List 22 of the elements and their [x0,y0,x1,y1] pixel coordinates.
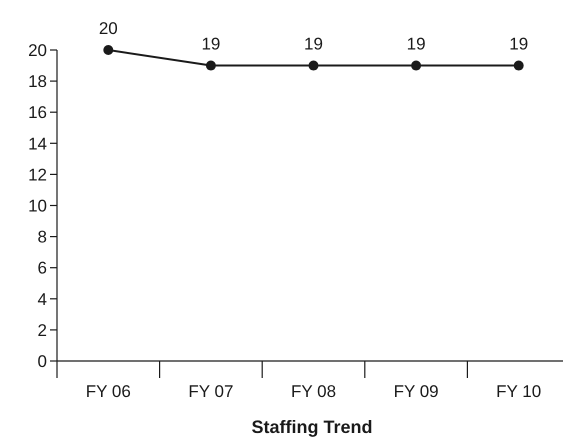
x-tick-label: FY 08 [290,382,336,401]
x-tick-label: FY 06 [86,382,131,401]
y-tick-label: 18 [28,72,47,92]
y-tick-label: 14 [28,134,47,154]
y-tick-label: 4 [38,290,47,309]
data-label: 19 [406,34,426,54]
y-tick-label: 20 [28,40,47,60]
y-tick-label: 0 [38,352,47,371]
x-tick-label: FY 09 [394,382,439,401]
x-tick-label: FY 07 [188,382,234,401]
y-tick-label: 12 [28,165,47,184]
y-tick-label: 10 [28,196,47,216]
data-label: 20 [98,19,118,38]
data-label: 19 [304,34,323,54]
y-tick-label: 6 [38,258,47,278]
x-tick-label: FY 10 [496,382,542,401]
y-tick-label: 8 [38,228,47,247]
data-label: 19 [201,34,220,54]
text: Staffing Trend [252,417,372,437]
y-tick-label: 16 [28,103,47,122]
data-label: 19 [509,34,528,54]
y-tick-label: 2 [38,320,47,340]
